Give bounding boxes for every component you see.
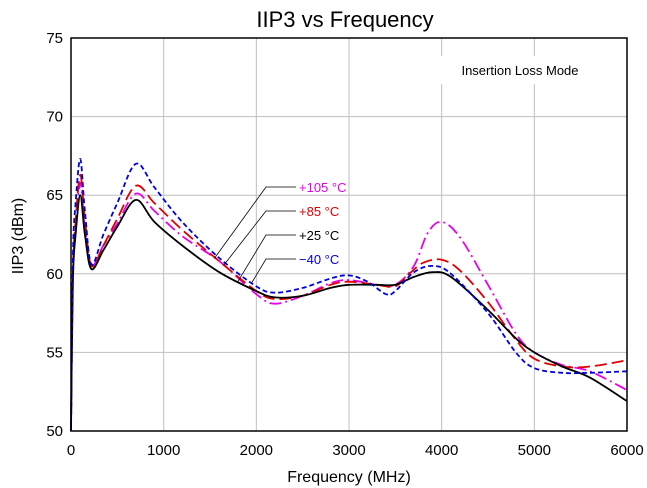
y-tick-label: 50 [46,423,63,440]
legend-label-plus-85c: +85 °C [299,204,339,219]
x-axis-title: Frequency (MHz) [287,469,411,486]
series-line-plus-25c [70,194,628,432]
x-tick-label: 5000 [518,442,551,459]
legend-leader-line [223,210,296,266]
y-tick-label: 70 [46,109,63,126]
legend-leader-line [237,234,296,282]
legend-label-plus-25c: +25 °C [299,228,339,243]
y-tick-label: 55 [46,344,63,361]
x-tick-label: 6000 [610,442,643,459]
x-tick-label: 4000 [425,442,458,459]
y-tick-label: 60 [46,266,63,283]
grid-lines [71,38,627,431]
x-tick-label: 0 [67,442,75,459]
legend-leader-line [251,258,296,284]
chart-title: IIP3 vs Frequency [256,7,433,32]
y-axis-title: IIP3 (dBm) [10,198,27,274]
legend-leader-line [214,186,296,259]
legend-leader-lines [214,186,296,284]
x-tick-label: 1000 [147,442,180,459]
y-tick-label: 75 [46,30,63,47]
y-tick-label: 65 [46,187,63,204]
x-tick-label: 3000 [332,442,365,459]
x-tick-label: 2000 [240,442,273,459]
series-line-minus-40c [70,158,628,432]
plot-frame [70,37,628,432]
annotation-text: Insertion Loss Mode [461,63,578,78]
annotation-box [438,56,610,84]
x-tick-labels: 0 1000 2000 3000 4000 5000 6000 [67,442,644,459]
y-tick-labels: 50 55 60 65 70 75 [46,30,63,440]
legend-label-minus-40c: −40 °C [299,252,339,267]
legend-label-plus-105c: +105 °C [299,180,346,195]
series-lines [70,158,628,432]
legend-labels: +105 °C +85 °C +25 °C −40 °C [299,180,346,267]
